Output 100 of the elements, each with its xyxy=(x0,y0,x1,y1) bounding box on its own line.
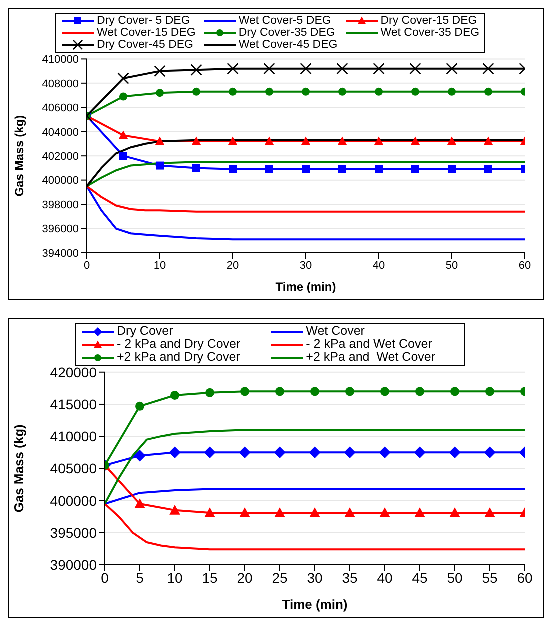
x-axis-title: Time (min) xyxy=(276,280,336,294)
point xyxy=(274,508,286,518)
point xyxy=(380,508,390,518)
point xyxy=(482,63,494,75)
legend-label: Dry Cover-15 DEG xyxy=(380,15,478,28)
x-tick-label: 35 xyxy=(342,570,358,586)
y-tick-label: 394000 xyxy=(42,248,79,260)
point xyxy=(190,64,202,76)
y-tick-label: 420000 xyxy=(50,364,98,380)
y-tick-label: 410000 xyxy=(50,428,98,445)
point xyxy=(156,89,164,98)
point xyxy=(447,136,457,146)
point xyxy=(410,136,420,146)
point xyxy=(170,505,180,515)
point xyxy=(446,63,458,75)
x-tick-label: 0 xyxy=(101,570,110,586)
point xyxy=(375,88,383,96)
point xyxy=(120,92,128,101)
point xyxy=(412,165,420,174)
point xyxy=(240,508,250,518)
point xyxy=(206,388,214,398)
point xyxy=(484,508,496,518)
x-tick-label: 20 xyxy=(226,260,240,272)
point xyxy=(239,446,251,458)
x-tick-label: 45 xyxy=(412,570,428,586)
point xyxy=(450,508,460,518)
legend-label: +2 kPa and Dry Cover xyxy=(117,350,240,364)
x-tick-label: 20 xyxy=(237,570,253,586)
point xyxy=(134,450,146,462)
point xyxy=(204,446,216,458)
point xyxy=(302,165,310,174)
y-tick-label: 408000 xyxy=(42,78,79,90)
point xyxy=(310,508,320,518)
legend-label: - 2 kPa and Wet Cover xyxy=(306,337,432,352)
legend-label: Wet Cover-45 DEG xyxy=(238,39,338,52)
point xyxy=(379,446,391,458)
point xyxy=(484,88,492,96)
y-tick-label: 395000 xyxy=(50,524,98,541)
line-series xyxy=(87,185,525,213)
x-tick-label: 50 xyxy=(447,570,463,586)
point xyxy=(336,63,348,75)
point xyxy=(414,446,426,458)
point xyxy=(118,72,130,84)
point xyxy=(309,446,321,458)
point xyxy=(338,165,346,174)
point xyxy=(346,387,354,396)
point xyxy=(484,446,496,458)
x-tick-label: 5 xyxy=(136,570,144,586)
point xyxy=(486,387,494,396)
y-tick-label: 402000 xyxy=(42,151,79,163)
line-series xyxy=(105,503,525,551)
x-tick-label: 10 xyxy=(154,260,166,272)
y-tick-label: 398000 xyxy=(42,199,79,212)
point xyxy=(484,136,494,146)
point xyxy=(192,88,200,96)
legend-label: Dry Cover-35 DEG xyxy=(238,27,336,40)
point xyxy=(156,162,164,170)
x-axis-title: Time (min) xyxy=(282,597,348,612)
point xyxy=(266,88,274,96)
x-tick-label: 40 xyxy=(377,570,393,586)
x-tick-label: 55 xyxy=(482,570,498,586)
point xyxy=(344,508,356,518)
point xyxy=(170,390,180,400)
x-tick-label: 50 xyxy=(446,260,458,272)
point xyxy=(276,387,284,396)
point xyxy=(169,446,181,458)
point xyxy=(266,165,274,174)
line-series xyxy=(87,185,525,241)
line-series xyxy=(105,488,525,505)
x-tick-label: 15 xyxy=(202,570,218,586)
legend-label: +2 kPa and Wet Cover xyxy=(306,350,436,364)
y-tick-label: 405000 xyxy=(50,460,98,477)
point xyxy=(227,63,239,75)
legend-label: Dry Cover-45 DEG xyxy=(97,39,194,52)
point xyxy=(410,63,422,75)
y-tick-label: 404000 xyxy=(42,126,79,139)
point xyxy=(136,402,144,411)
point xyxy=(374,136,384,146)
point xyxy=(274,446,286,458)
point xyxy=(154,65,166,78)
y-tick-label: 400000 xyxy=(50,492,98,509)
point xyxy=(301,136,311,146)
legend-label: Wet Cover-15 DEG xyxy=(97,27,196,40)
point xyxy=(449,446,461,458)
point xyxy=(118,130,128,140)
legend-label: Wet Cover xyxy=(306,324,365,338)
point xyxy=(375,165,383,174)
point xyxy=(134,498,146,508)
point xyxy=(192,136,202,146)
point xyxy=(450,387,460,396)
y-tick-label: 400000 xyxy=(42,175,79,188)
point xyxy=(229,88,237,96)
point xyxy=(204,508,216,518)
y-tick-label: 390000 xyxy=(50,556,98,573)
line-series xyxy=(87,161,525,188)
point xyxy=(310,387,320,396)
legend-label: Wet Cover-5 DEG xyxy=(238,15,332,28)
legend-label: Dry Cover- 5 DEG xyxy=(97,15,190,28)
legend-label: Wet Cover-35 DEG xyxy=(380,27,480,40)
x-tick-label: 10 xyxy=(167,570,183,586)
